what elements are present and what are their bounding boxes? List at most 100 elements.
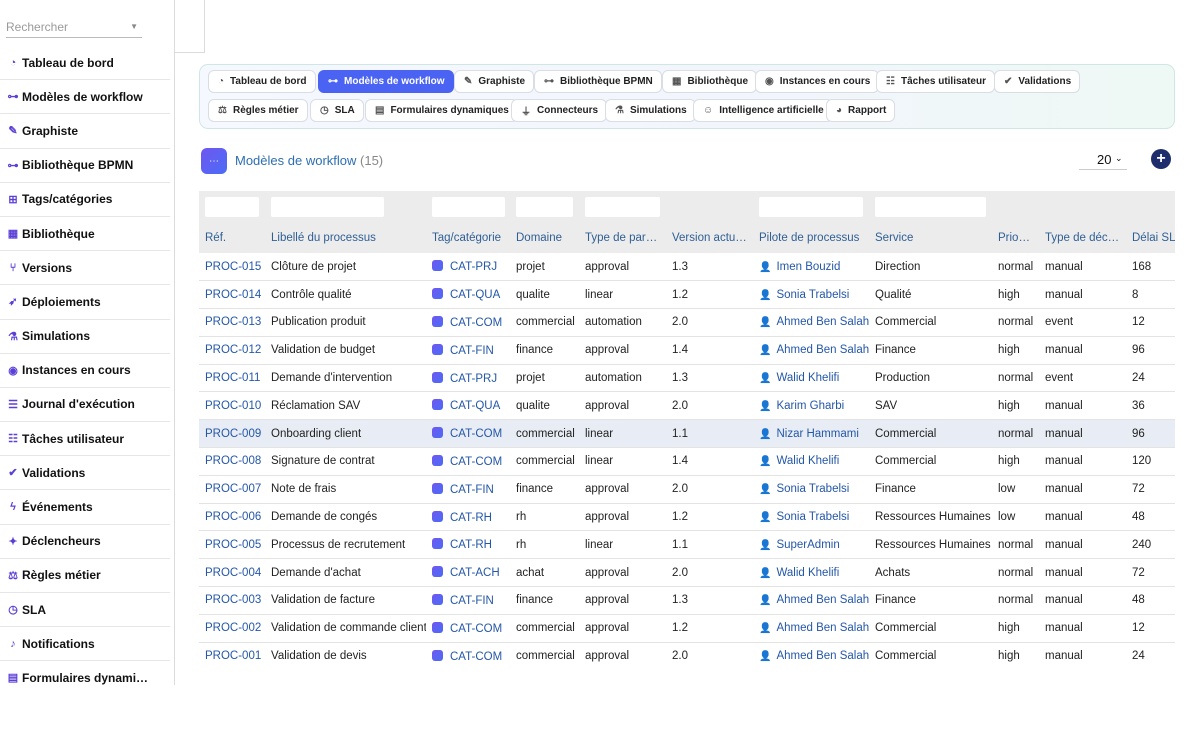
checklist-icon: ☷ <box>886 76 895 87</box>
column-header[interactable]: Priorité <box>992 223 1039 253</box>
cell-text: PROC-004 <box>205 566 262 579</box>
table-row[interactable]: PROC-002 Validation de commande client CAT… <box>199 614 1175 643</box>
table-row[interactable]: PROC-008 Signature de contrat CAT-COM comme… <box>199 447 1175 476</box>
sidebar-item-2[interactable]: ✎ Graphiste <box>0 114 170 149</box>
table-row[interactable]: PROC-009 Onboarding client CAT-COM commerci… <box>199 419 1175 449</box>
module-tab-row1-1[interactable]: ⊶ Modèles de workflow <box>318 70 454 93</box>
tag-icon <box>432 288 443 300</box>
module-tab-row1-6[interactable]: ☷ Tâches utilisateur <box>876 70 995 93</box>
column-filter-input[interactable] <box>432 197 505 217</box>
column-header[interactable]: Réf. <box>199 223 265 253</box>
sidebar-item-16[interactable]: ◷ SLA <box>0 593 170 628</box>
table-row[interactable]: PROC-012 Validation de budget CAT-FIN finan… <box>199 336 1175 365</box>
ref-link[interactable]: PROC-006 <box>199 503 265 532</box>
sidebar-item-18[interactable]: ▤ Formulaires dynami… <box>0 661 170 685</box>
sidebar-item-5[interactable]: ▦ Bibliothèque <box>0 217 170 252</box>
sidebar-item-4[interactable]: ⊞ Tags/catégories <box>0 183 170 217</box>
ref-link[interactable]: PROC-002 <box>199 614 265 643</box>
module-tab-row1-4[interactable]: ▦ Bibliothèque <box>662 70 758 93</box>
table-row[interactable]: PROC-007 Note de frais CAT-FIN finance appro… <box>199 475 1175 504</box>
sidebar-item-6[interactable]: ⑂ Versions <box>0 251 170 286</box>
table-cell: normal <box>992 419 1039 449</box>
column-header[interactable]: Tag/catégorie <box>426 223 510 253</box>
module-tab-row2-6[interactable]: ◕ Rapport <box>826 99 896 122</box>
column-header[interactable]: Type de décl… <box>1039 223 1126 253</box>
column-header[interactable]: Service <box>869 223 992 253</box>
sidebar-item-17[interactable]: ♪ Notifications <box>0 627 170 662</box>
ref-link[interactable]: PROC-011 <box>199 364 265 393</box>
column-header[interactable]: Domaine <box>510 223 579 253</box>
ref-link[interactable]: PROC-012 <box>199 336 265 365</box>
ref-link[interactable]: PROC-008 <box>199 447 265 476</box>
table-row[interactable]: PROC-010 Réclamation SAV CAT-QUA qualite app… <box>199 391 1175 421</box>
module-tab-row1-5[interactable]: ◉ Instances en cours <box>755 70 880 93</box>
module-tab-row1-3[interactable]: ⊶ Bibliothèque BPMN <box>534 70 662 93</box>
table-row[interactable]: PROC-004 Demande d'achat CAT-ACH achat appro… <box>199 558 1175 588</box>
sidebar-item-1[interactable]: ⊶ Modèles de workflow <box>0 80 170 115</box>
ref-link[interactable]: PROC-003 <box>199 586 265 615</box>
column-filter-input[interactable] <box>205 197 259 217</box>
ref-link[interactable]: PROC-005 <box>199 530 265 560</box>
flask-icon: ⚗ <box>8 330 18 343</box>
module-tab-row2-4[interactable]: ⚗ Simulations <box>605 99 696 122</box>
sidebar-item-14[interactable]: ✦ Déclencheurs <box>0 525 170 559</box>
sidebar-item-10[interactable]: ☰ Journal d'exécution <box>0 388 170 423</box>
ref-link[interactable]: PROC-014 <box>199 280 265 310</box>
module-tab-row1-7[interactable]: ✔ Validations <box>994 70 1081 93</box>
rocket-icon: ➶ <box>8 296 18 309</box>
table-row[interactable]: PROC-015 Clôture de projet CAT-PRJ projet ap… <box>199 253 1175 282</box>
column-filter-input[interactable] <box>271 197 384 217</box>
sidebar-item-12[interactable]: ✔ Validations <box>0 456 170 491</box>
column-filter-input[interactable] <box>759 197 863 217</box>
per-page-select[interactable]: 20 ⌄ <box>1079 150 1127 170</box>
sidebar-item-0[interactable]: ◔ Tableau de bord <box>0 46 170 81</box>
search-input[interactable]: Rechercher ▼ <box>6 16 142 38</box>
table-row[interactable]: PROC-006 Demande de congés CAT-RH rh approva… <box>199 503 1175 532</box>
column-filter-input[interactable] <box>585 197 660 217</box>
module-tab-row1-2[interactable]: ✎ Graphiste <box>454 70 535 93</box>
gauge-icon: ◔ <box>218 76 225 87</box>
module-tab-row2-3[interactable]: ⏚ Connecteurs <box>511 99 608 122</box>
cell-text: rh <box>516 511 527 524</box>
table-row[interactable]: PROC-003 Validation de facture CAT-FIN fina… <box>199 586 1175 615</box>
table-row[interactable]: PROC-005 Processus de recrutement CAT-RH rh… <box>199 530 1175 560</box>
module-tab-row2-0[interactable]: ⚖ Règles métier <box>208 99 308 122</box>
sidebar-item-8[interactable]: ⚗ Simulations <box>0 320 170 354</box>
ref-link[interactable]: PROC-004 <box>199 558 265 588</box>
module-tab-row2-5[interactable]: ☺ Intelligence artificielle <box>693 99 833 122</box>
table-cell: CAT-QUA <box>426 280 510 310</box>
column-header[interactable]: Type de parc… <box>579 223 666 253</box>
table-row[interactable]: PROC-011 Demande d'intervention CAT-PRJ pro… <box>199 364 1175 393</box>
table-row[interactable]: PROC-014 Contrôle qualité CAT-QUA qualite li… <box>199 280 1175 310</box>
column-header[interactable]: Libellé du processus <box>265 223 426 253</box>
module-tab-row2-1[interactable]: ◷ SLA <box>310 99 364 122</box>
module-tab-row1-0[interactable]: ◔ Tableau de bord <box>208 70 316 93</box>
sidebar-item-7[interactable]: ➶ Déploiements <box>0 285 170 320</box>
table-row[interactable]: PROC-013 Publication produit CAT-COM commer… <box>199 308 1175 337</box>
sidebar-item-3[interactable]: ⊶ Bibliothèque BPMN <box>0 149 170 183</box>
ref-link[interactable]: PROC-007 <box>199 475 265 504</box>
column-header[interactable]: Délai SLA <box>1126 223 1175 253</box>
column-filter-input[interactable] <box>516 197 573 217</box>
ref-link[interactable]: PROC-015 <box>199 253 265 282</box>
column-header[interactable]: Pilote de processus <box>753 223 869 253</box>
sidebar-item-9[interactable]: ◉ Instances en cours <box>0 354 170 388</box>
table-cell: finance <box>510 475 579 504</box>
ref-link[interactable]: PROC-010 <box>199 391 265 421</box>
sidebar-item-11[interactable]: ☷ Tâches utilisateur <box>0 422 170 457</box>
table-cell: 👤 Ahmed Ben Salah <box>753 308 869 337</box>
cell-text: normal <box>998 260 1034 273</box>
workflow-table: Réf. Libellé du processus Tag/catégorie Dom… <box>199 191 1175 669</box>
column-filter-input[interactable] <box>875 197 986 217</box>
ref-link[interactable]: PROC-013 <box>199 308 265 337</box>
ref-link[interactable]: PROC-001 <box>199 642 265 669</box>
table-row[interactable]: PROC-001 Validation de devis CAT-COM commer… <box>199 642 1175 669</box>
chevron-down-icon[interactable]: ▼ <box>130 22 138 31</box>
module-tab-row2-2[interactable]: ▤ Formulaires dynamiques <box>365 99 518 122</box>
add-workflow-button[interactable]: + <box>1151 149 1171 169</box>
user-icon: 👤 <box>759 456 772 468</box>
sidebar-item-15[interactable]: ⚖ Règles métier <box>0 559 170 593</box>
column-header[interactable]: Version actu… <box>666 223 753 253</box>
sidebar-item-13[interactable]: ϟ Événements <box>0 490 170 525</box>
ref-link[interactable]: PROC-009 <box>199 419 265 449</box>
